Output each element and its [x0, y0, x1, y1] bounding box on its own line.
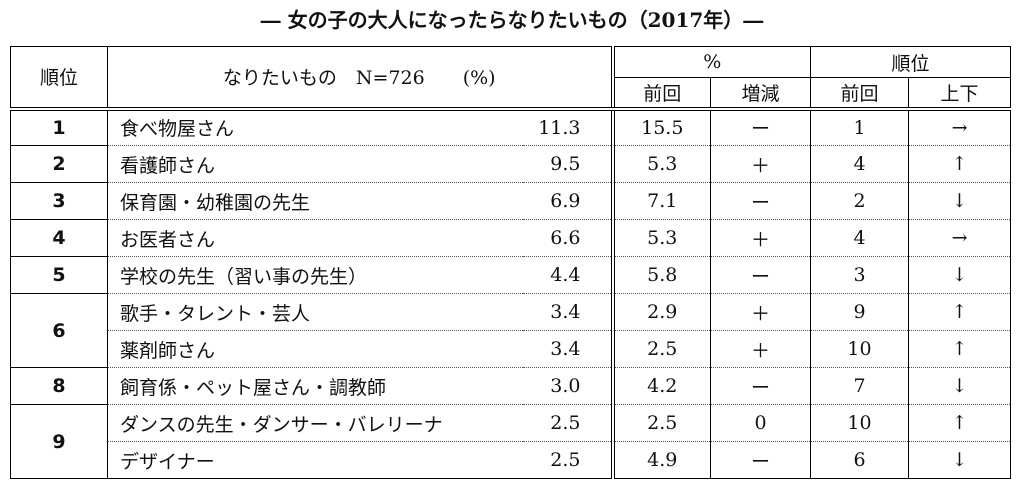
rank-trend: ↑	[908, 330, 1011, 368]
table-row: デザイナー 2.5 4.9 ー 6 ↓	[11, 441, 1011, 479]
item-value: 2.5	[522, 441, 613, 479]
change-sign: 0	[710, 404, 811, 442]
previous-rank: 9	[810, 293, 909, 331]
table-header: 順位 なりたいもの N=726 (%) % 順位 前回 増減 前回 上下	[10, 46, 1011, 111]
rank-trend: →	[908, 108, 1011, 146]
header-item: なりたいもの N=726 (%)	[106, 46, 613, 111]
previous-percent: 5.3	[610, 219, 711, 257]
previous-percent: 2.5	[610, 404, 711, 442]
change-sign: ー	[710, 256, 811, 294]
previous-percent: 7.1	[610, 182, 711, 220]
rank: 5	[10, 256, 108, 294]
rank-trend: ↓	[908, 182, 1011, 220]
rank-trend: ↑	[908, 404, 1011, 442]
header-rank-prev: 前回	[810, 77, 909, 111]
item-value: 6.6	[522, 219, 613, 257]
change-sign: ＋	[710, 219, 811, 257]
change-sign: ー	[710, 441, 811, 479]
previous-percent: 5.3	[610, 145, 711, 183]
rank: 4	[10, 219, 108, 257]
ranking-table: 順位 なりたいもの N=726 (%) % 順位 前回 増減 前回 上下 1 食べ…	[10, 46, 1012, 479]
item-value: 3.4	[522, 330, 613, 368]
previous-rank: 10	[810, 404, 909, 442]
rank-trend: ↓	[908, 367, 1011, 405]
rank: 9	[10, 404, 108, 479]
change-sign: ー	[710, 182, 811, 220]
table-row: 5 学校の先生（習い事の先生） 4.4 5.8 ー 3 ↓	[10, 256, 1011, 294]
item-name: ダンスの先生・ダンサー・バレリーナ	[107, 404, 523, 442]
item-value: 6.9	[522, 182, 613, 220]
rank: 1	[10, 108, 108, 146]
item-name: デザイナー	[107, 441, 523, 479]
item-name: 保育園・幼稚園の先生	[107, 182, 523, 220]
previous-rank: 3	[810, 256, 909, 294]
rank: 8	[10, 367, 108, 405]
previous-percent: 5.8	[610, 256, 711, 294]
table-row: 2 看護師さん 9.5 5.3 ＋ 4 ↑	[10, 145, 1011, 183]
change-sign: ＋	[710, 330, 811, 368]
rank-trend: ↓	[908, 256, 1011, 294]
header-rank-group: 順位	[810, 46, 1011, 78]
item-name: 看護師さん	[107, 145, 523, 183]
rank: 6	[10, 293, 108, 368]
previous-rank: 2	[810, 182, 909, 220]
previous-percent: 2.5	[610, 330, 711, 368]
item-name: お医者さん	[107, 219, 523, 257]
table-row: 3 保育園・幼稚園の先生 6.9 7.1 ー 2 ↓	[10, 182, 1011, 220]
rank-trend: →	[908, 219, 1011, 257]
previous-rank: 6	[810, 441, 909, 479]
header-rank: 順位	[10, 46, 108, 111]
table-row: 8 飼育係・ペット屋さん・調教師 3.0 4.2 ー 7 ↓	[10, 367, 1011, 405]
previous-rank: 4	[810, 219, 909, 257]
previous-percent: 4.2	[610, 367, 711, 405]
table-row: 6 歌手・タレント・芸人 3.4 2.9 ＋ 9 ↑	[10, 293, 1011, 368]
item-value: 9.5	[522, 145, 613, 183]
item-value: 3.4	[522, 293, 613, 331]
item-value: 3.0	[522, 367, 613, 405]
table-body: 1 食べ物屋さん 11.3 15.5 ー 1 → 2 看護師さん 9.5 5.3 ＋ 4 ↑ 3 保育園・幼稚…	[10, 108, 1011, 479]
table-row: 1 食べ物屋さん 11.3 15.5 ー 1 →	[10, 108, 1011, 146]
header-pct-change: 増減	[710, 77, 811, 111]
previous-percent: 2.9	[610, 293, 711, 331]
title: ― 女の子の大人になったらなりたいもの（2017年）―	[260, 8, 764, 32]
item-value: 4.4	[522, 256, 613, 294]
table-row: 9 ダンスの先生・ダンサー・バレリーナ 2.5 2.5 0 10 ↑	[10, 404, 1011, 479]
table-row: 薬剤師さん 3.4 2.5 ＋ 10 ↑	[11, 330, 1011, 368]
header-pct: %	[610, 46, 811, 78]
previous-percent: 15.5	[610, 108, 711, 146]
rank-trend: ↓	[908, 441, 1011, 479]
rank-trend: ↑	[908, 145, 1011, 183]
rank: 2	[10, 145, 108, 183]
header-rank-move: 上下	[908, 77, 1011, 111]
change-sign: ー	[710, 367, 811, 405]
item-name: 飼育係・ペット屋さん・調教師	[107, 367, 523, 405]
item-value: 2.5	[522, 404, 613, 442]
rank-trend: ↑	[908, 293, 1011, 331]
previous-rank: 7	[810, 367, 909, 405]
item-value: 11.3	[522, 108, 613, 146]
change-sign: ー	[710, 108, 811, 146]
previous-percent: 4.9	[610, 441, 711, 479]
item-name: 学校の先生（習い事の先生）	[107, 256, 523, 294]
item-name: 食べ物屋さん	[107, 108, 523, 146]
change-sign: ＋	[710, 293, 811, 331]
item-name: 薬剤師さん	[107, 330, 523, 368]
previous-rank: 10	[810, 330, 909, 368]
previous-rank: 1	[810, 108, 909, 146]
change-sign: ＋	[710, 145, 811, 183]
header-pct-prev: 前回	[610, 77, 711, 111]
previous-rank: 4	[810, 145, 909, 183]
table-row: 4 お医者さん 6.6 5.3 ＋ 4 →	[10, 219, 1011, 257]
rank: 3	[10, 182, 108, 220]
item-name: 歌手・タレント・芸人	[107, 293, 523, 331]
